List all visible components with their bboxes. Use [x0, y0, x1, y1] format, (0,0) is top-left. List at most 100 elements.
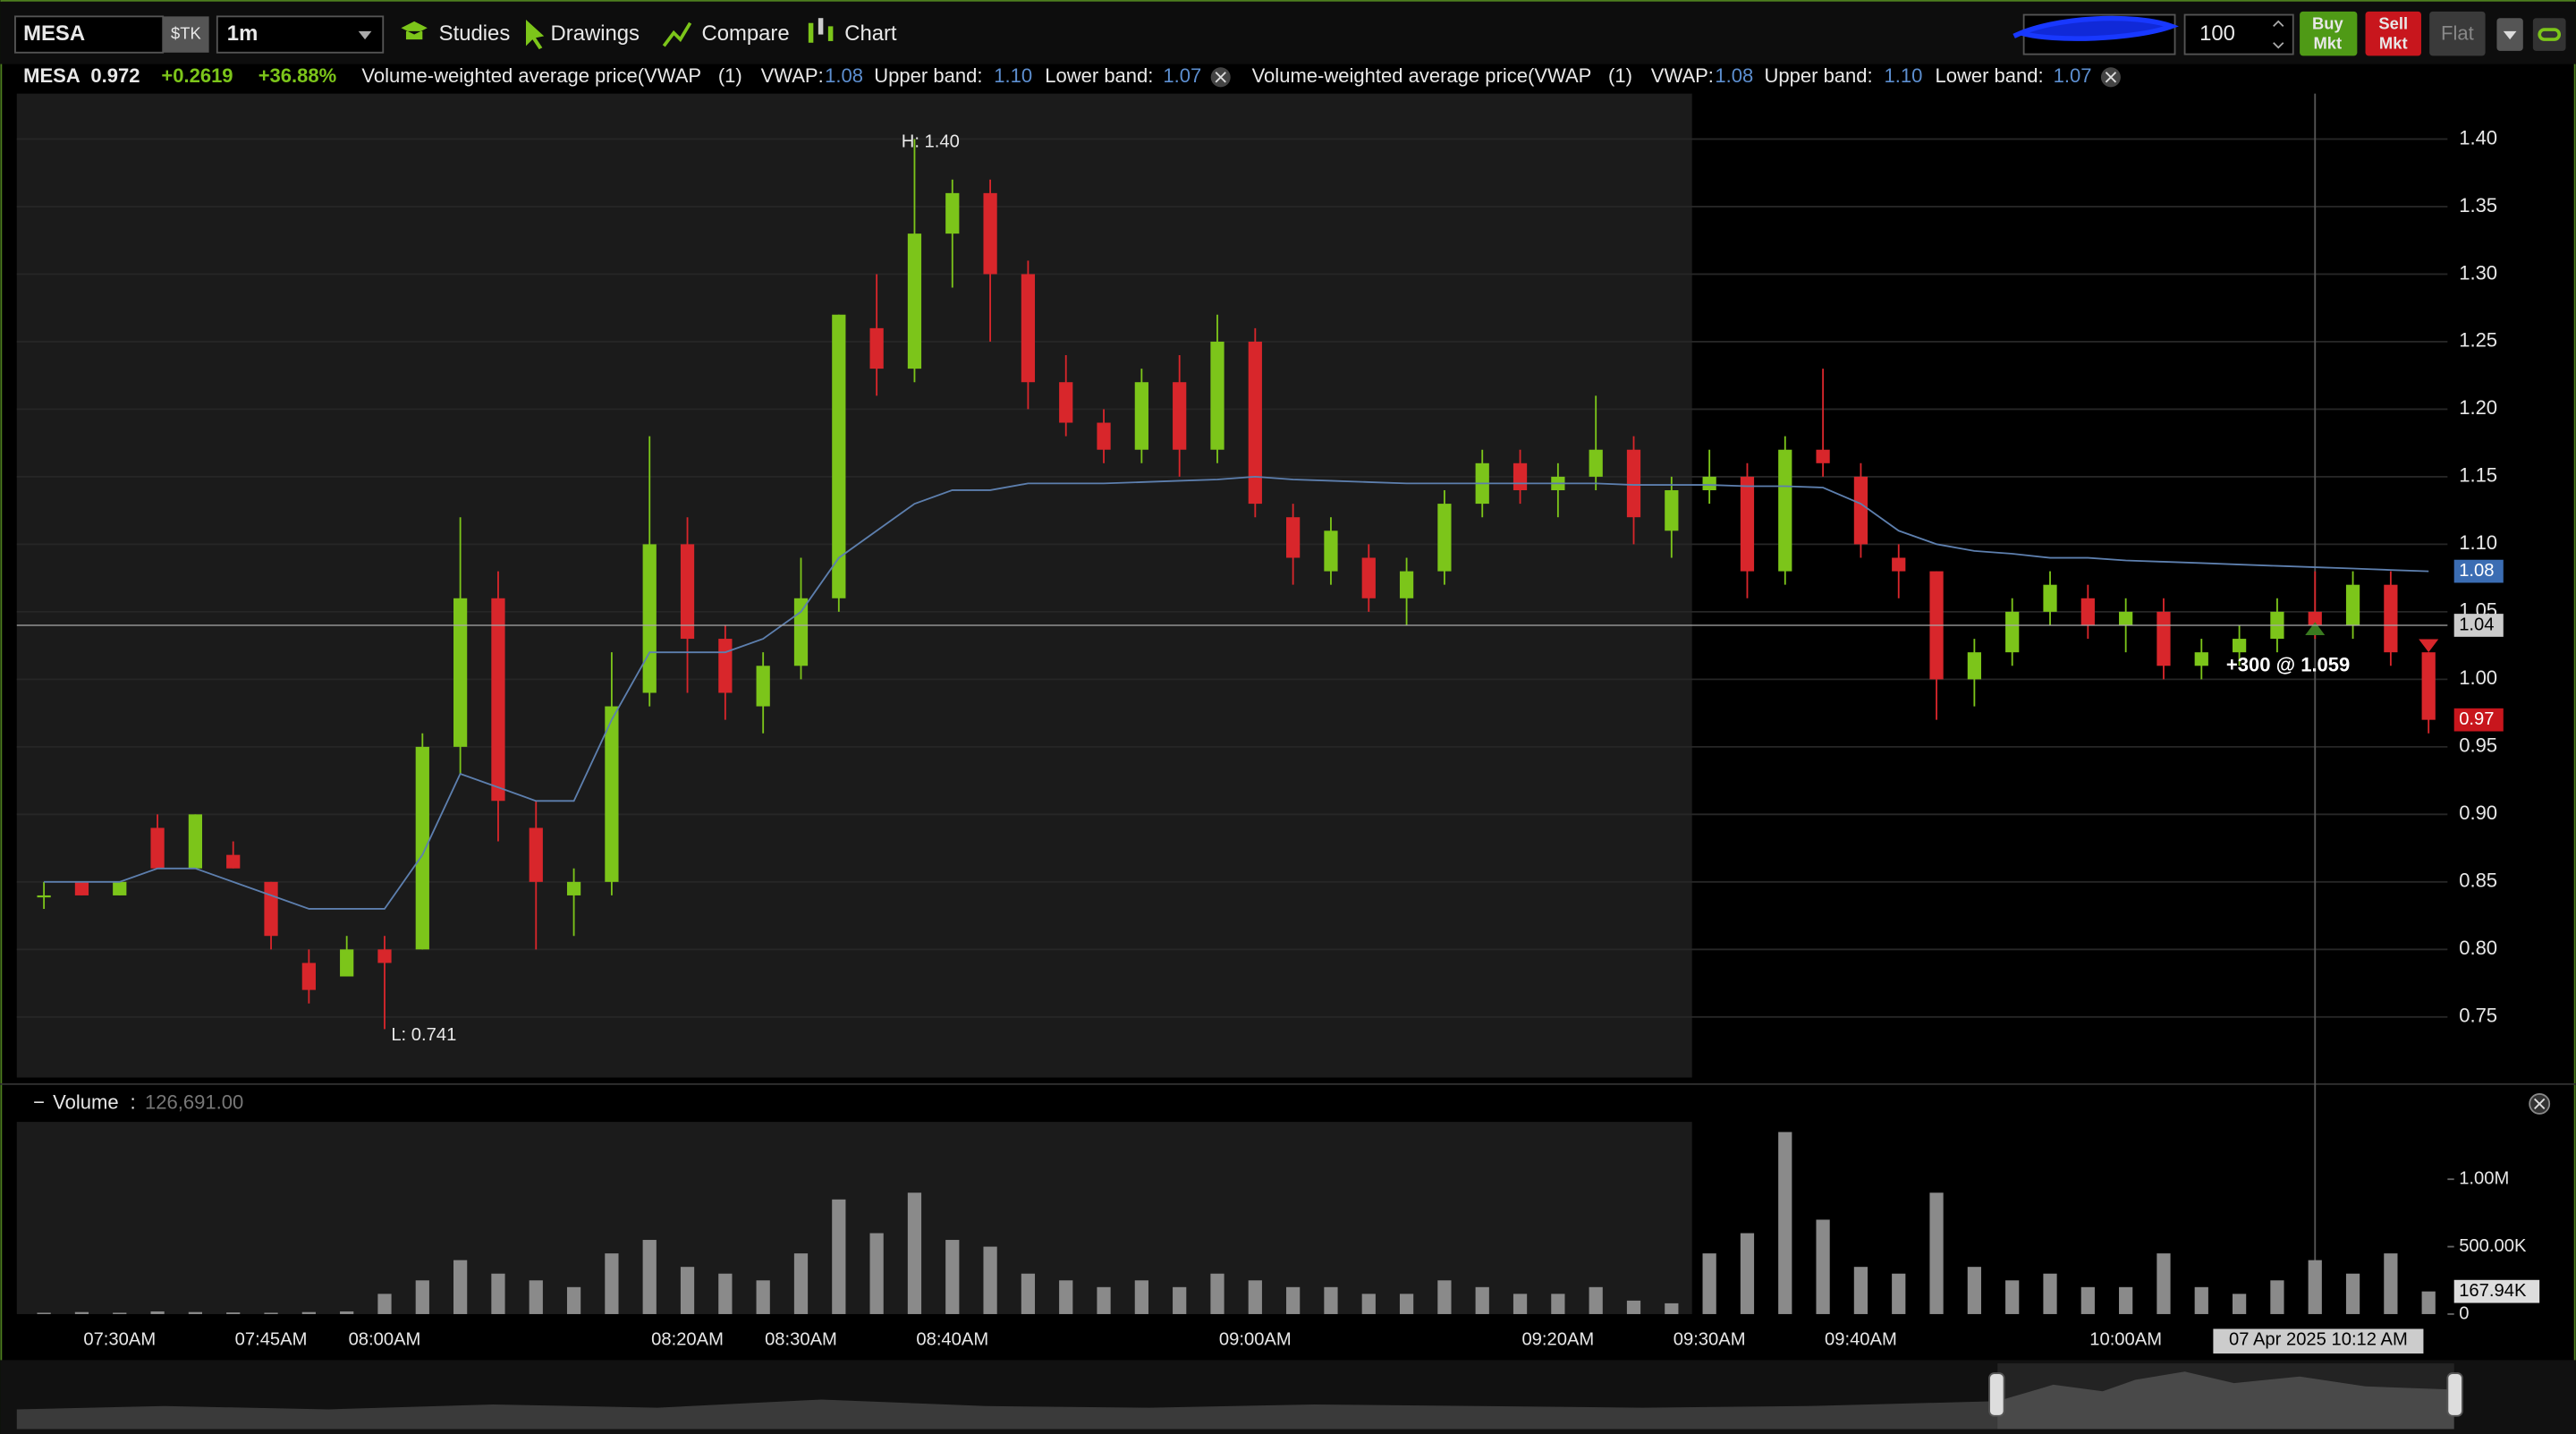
volume-bar — [1437, 1280, 1452, 1314]
buy-button[interactable] — [2300, 11, 2358, 56]
last-price-tag-label: 0.97 — [2459, 709, 2494, 729]
candle-body — [1513, 462, 1528, 491]
navigator-handle[interactable] — [2446, 1372, 2463, 1417]
study-vwap-label: VWAP: — [761, 64, 824, 87]
volume-bar — [1173, 1286, 1187, 1314]
y-tick-label: 500.00K — [2459, 1236, 2527, 1256]
candle-body — [74, 881, 89, 895]
study-upper: 1.10 — [1885, 64, 1923, 87]
volume-bar — [301, 1311, 316, 1314]
x-tick-label: 10:00AM — [2089, 1330, 2162, 1350]
quote-change: +0.2619 — [161, 64, 233, 87]
x-tick-label: 09:30AM — [1674, 1330, 1746, 1350]
sell-label: Mkt — [2379, 33, 2408, 52]
volume-bar — [74, 1311, 89, 1314]
toolbar: MESA $TK 1m Studies Drawings Compare Cha… — [0, 1, 2576, 64]
candle-body — [1892, 557, 1906, 572]
candle-body — [1324, 530, 1338, 572]
crosshair-x-label: 07 Apr 2025 10:12 AM — [2229, 1330, 2408, 1350]
y-tick-label: 0 — [2459, 1303, 2469, 1323]
candle-body — [1589, 449, 1603, 477]
studies-icon — [401, 21, 428, 40]
volume-bar — [1059, 1280, 1073, 1314]
volume-bar — [2421, 1291, 2436, 1314]
last-price-tag — [2453, 708, 2504, 732]
sell-button[interactable] — [2365, 11, 2421, 56]
study-period: (1) — [1608, 64, 1632, 87]
symbol-input[interactable] — [14, 15, 165, 54]
study-name: Volume-weighted average price(VWAP — [1252, 64, 1592, 87]
volume-bar — [756, 1280, 770, 1314]
flat-label: Flat — [2441, 21, 2474, 44]
menu-compare[interactable]: Compare — [701, 21, 789, 46]
volume-bar — [340, 1311, 354, 1314]
volume-bar — [491, 1273, 505, 1314]
close-x — [2105, 72, 2117, 83]
volume-readout: 126,691.00 — [145, 1091, 243, 1114]
volume-bar — [415, 1280, 429, 1314]
x-tick-label: 08:40AM — [916, 1330, 988, 1350]
volume-bar — [793, 1253, 809, 1314]
volume-bar — [718, 1273, 733, 1314]
volume-bar — [1626, 1300, 1641, 1314]
volume-bar — [1929, 1192, 1944, 1314]
menu-studies[interactable]: Studies — [439, 21, 511, 46]
interval-select[interactable] — [216, 15, 385, 54]
compare-icon — [662, 21, 692, 47]
volume-bar — [907, 1192, 922, 1314]
volume-bar — [1475, 1286, 1489, 1314]
menu-chart[interactable]: Chart — [844, 21, 897, 46]
symbol-type-box[interactable] — [163, 16, 209, 53]
navigator-window[interactable] — [1997, 1363, 2454, 1430]
candle-body — [1437, 504, 1452, 572]
crosshair-tag-label: 1.04 — [2459, 615, 2494, 634]
volume-collapse[interactable]: − — [33, 1091, 45, 1114]
volume-bar — [2080, 1286, 2095, 1314]
drawings-icon — [526, 20, 545, 50]
more-arrow — [2503, 30, 2517, 40]
volume-bar — [37, 1312, 51, 1314]
volume-bar — [2005, 1280, 2020, 1314]
y-tick-label: 1.30 — [2459, 261, 2497, 284]
candle-body — [1399, 571, 1414, 598]
candle-body — [2384, 584, 2398, 653]
volume-bar — [945, 1240, 960, 1314]
candle-body — [1816, 449, 1830, 463]
flat-button[interactable] — [2429, 11, 2486, 56]
navigator-handle[interactable] — [1988, 1372, 2005, 1417]
volume-bar — [1399, 1294, 1414, 1314]
quantity-input[interactable] — [2183, 13, 2294, 55]
candle-body — [491, 598, 505, 802]
crosshair-tag — [2453, 614, 2504, 637]
candle-body — [453, 598, 468, 747]
menu-drawings[interactable]: Drawings — [551, 21, 640, 46]
candle-body — [340, 949, 354, 977]
y-tick-label: 0.95 — [2459, 734, 2497, 757]
plots: − Volume : 126,691.00 — [0, 93, 2576, 1434]
volume-bar — [1513, 1294, 1528, 1314]
volume-bar — [2043, 1273, 2057, 1314]
volume-bar — [377, 1294, 392, 1314]
trade-label: +300 @ 1.059 — [2226, 654, 2350, 676]
study-lower-label: Lower band: — [1045, 64, 1153, 87]
candle-body — [2421, 652, 2436, 720]
y-tick-label: 0.75 — [2459, 1005, 2497, 1027]
volume-bar — [188, 1311, 203, 1314]
candle-body — [1853, 476, 1868, 545]
volume-bar — [113, 1312, 127, 1314]
link-button[interactable] — [2532, 18, 2566, 51]
x-tick-label: 08:30AM — [765, 1330, 837, 1350]
volume-bar — [680, 1267, 695, 1314]
volume-tag-label: 167.94K — [2459, 1281, 2527, 1301]
study-vwap-label: VWAP: — [1651, 64, 1714, 87]
x-tick-label: 08:00AM — [349, 1330, 421, 1350]
quote-change-pct: +36.88% — [258, 64, 337, 87]
buy-marker — [2305, 622, 2326, 635]
candle-body — [1097, 422, 1111, 450]
volume-bar — [1134, 1280, 1148, 1314]
study-name: Volume-weighted average price(VWAP — [361, 64, 701, 87]
candle-body — [2080, 598, 2095, 625]
candle-body — [1021, 274, 1036, 383]
y-tick-label: 1.10 — [2459, 531, 2497, 554]
